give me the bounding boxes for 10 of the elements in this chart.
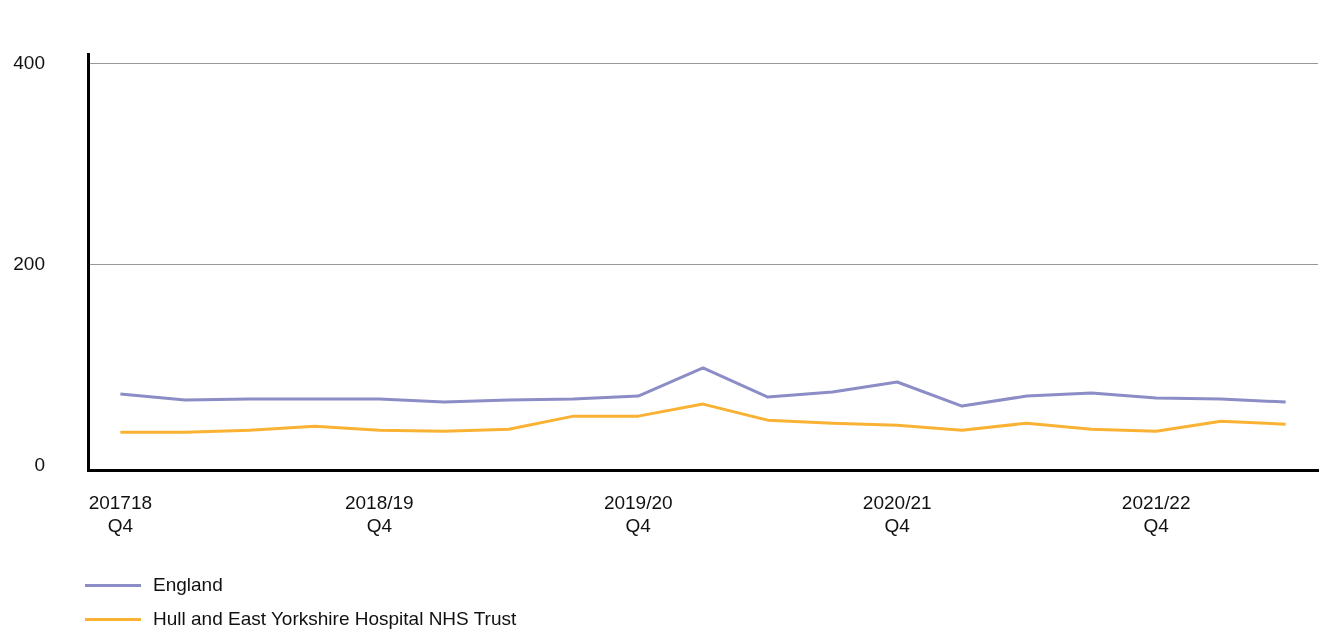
legend-label: England (153, 574, 223, 596)
x-tick-label: 2019/20 Q4 (603, 492, 673, 536)
y-tick-label: 400 (13, 51, 45, 73)
x-tick-label: 201718 Q4 (88, 492, 153, 536)
legend-label: Hull and East Yorkshire Hospital NHS Trust (153, 608, 517, 630)
x-tick-label: 2018/19 Q4 (344, 492, 414, 536)
y-tick-label: 0 (34, 453, 45, 475)
y-tick-label: 200 (13, 252, 45, 274)
x-tick-label: 2020/21 Q4 (862, 492, 932, 536)
x-tick-label: 2021/22 Q4 (1121, 492, 1191, 536)
